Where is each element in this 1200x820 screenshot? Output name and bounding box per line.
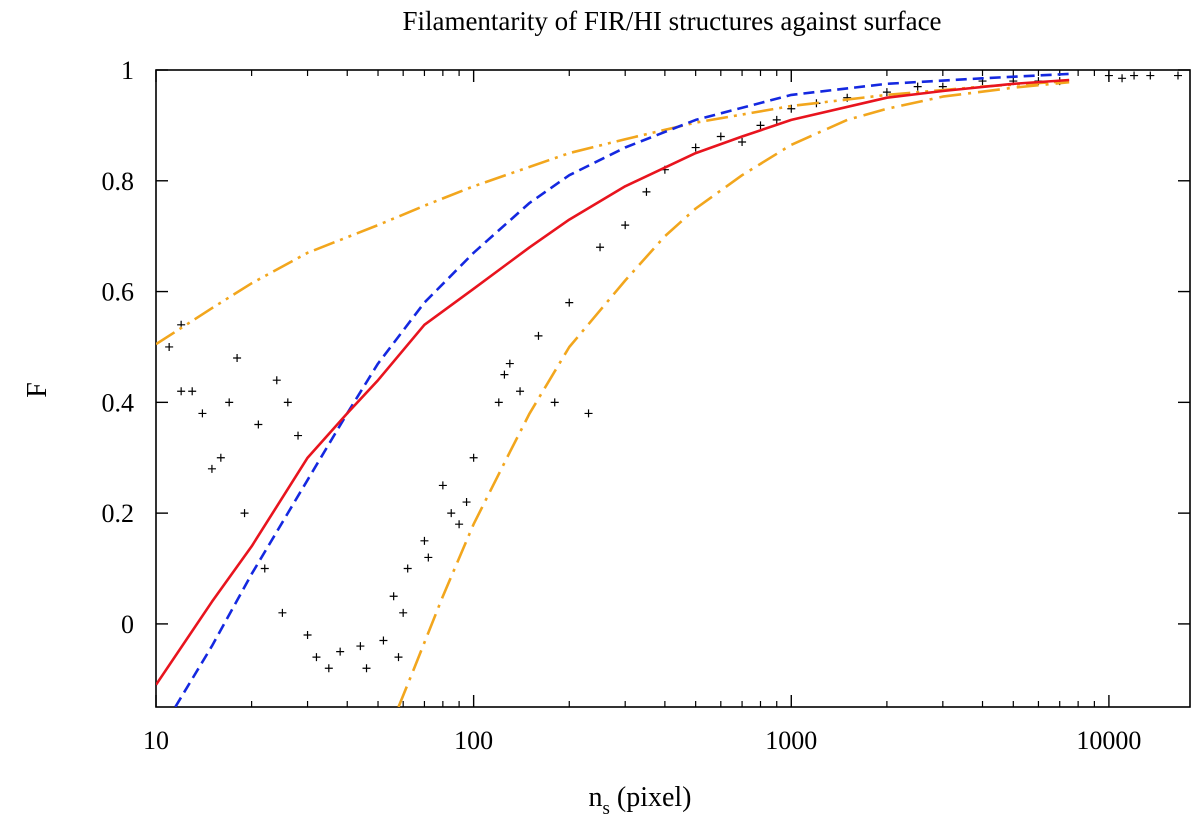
scatter-point bbox=[438, 481, 447, 490]
scatter-point bbox=[447, 509, 456, 518]
scatter-point bbox=[399, 608, 408, 617]
scatter-point bbox=[394, 653, 403, 662]
scatter-point bbox=[356, 642, 365, 651]
x-axis-label-main: n bbox=[588, 782, 602, 813]
scatter-points bbox=[165, 71, 1182, 673]
scatter-point bbox=[254, 420, 263, 429]
x-axis-label-suffix: (pixel) bbox=[610, 782, 692, 813]
scatter-point bbox=[494, 398, 503, 407]
scatter-point bbox=[207, 464, 216, 473]
scatter-point bbox=[691, 143, 700, 152]
plot-frame bbox=[155, 69, 1191, 708]
scatter-point bbox=[1104, 71, 1113, 80]
scatter-point bbox=[621, 221, 630, 230]
scatter-point bbox=[403, 564, 412, 573]
scatter-point bbox=[596, 243, 605, 252]
series-line-upper-envelope bbox=[156, 79, 1070, 346]
scatter-point bbox=[362, 664, 371, 673]
scatter-point bbox=[565, 298, 574, 307]
x-tick-label: 10 bbox=[143, 726, 169, 755]
y-tick-label: 0 bbox=[121, 610, 134, 639]
scatter-point bbox=[278, 608, 287, 617]
y-tick-label: 0.4 bbox=[102, 388, 135, 417]
scatter-point bbox=[260, 564, 269, 573]
series-line-lower-envelope bbox=[397, 80, 1070, 707]
y-tick-label: 1 bbox=[121, 56, 134, 85]
scatter-point bbox=[550, 398, 559, 407]
x-tick-label: 100 bbox=[454, 726, 493, 755]
scatter-point bbox=[1118, 74, 1127, 83]
scatter-point bbox=[1130, 71, 1139, 80]
scatter-point bbox=[469, 453, 478, 462]
scatter-point bbox=[165, 342, 174, 351]
scatter-point bbox=[283, 398, 292, 407]
series-line-model bbox=[174, 72, 1070, 707]
scatter-point bbox=[198, 409, 207, 418]
scatter-point bbox=[1146, 71, 1155, 80]
x-tick-label: 1000 bbox=[765, 726, 817, 755]
scatter-point bbox=[312, 653, 321, 662]
plot-area: 0 0.2 0.4 0.6 0.8 1 10 100 1000 10000 bbox=[102, 56, 1191, 755]
scatter-point bbox=[756, 121, 765, 130]
scatter-point bbox=[324, 664, 333, 673]
scatter-point bbox=[420, 536, 429, 545]
scatter-point bbox=[294, 431, 303, 440]
scatter-point bbox=[534, 331, 543, 340]
x-axis-label: ns (pixel) bbox=[588, 782, 691, 819]
scatter-point bbox=[882, 88, 891, 97]
scatter-point bbox=[379, 636, 388, 645]
scatter-point bbox=[303, 630, 312, 639]
scatter-point bbox=[738, 138, 747, 147]
scatter-point bbox=[716, 132, 725, 141]
y-tick-label: 0.2 bbox=[102, 499, 135, 528]
scatter-point bbox=[424, 553, 433, 562]
scatter-point bbox=[389, 592, 398, 601]
y-tick-label: 0.8 bbox=[102, 167, 135, 196]
scatter-point bbox=[913, 82, 922, 91]
scatter-point bbox=[240, 509, 249, 518]
scatter-point bbox=[772, 115, 781, 124]
scatter-point bbox=[177, 387, 186, 396]
chart-title: Filamentarity of FIR/HI structures again… bbox=[402, 6, 941, 36]
series-line-best-fit bbox=[156, 78, 1070, 686]
scatter-point bbox=[216, 453, 225, 462]
y-axis-label: F bbox=[22, 382, 53, 398]
scatter-point bbox=[233, 354, 242, 363]
y-tick-label: 0.6 bbox=[102, 278, 135, 307]
scatter-point bbox=[188, 387, 197, 396]
x-axis-label-subscript: s bbox=[602, 798, 609, 819]
series-layer bbox=[156, 71, 1182, 707]
scatter-point bbox=[462, 498, 471, 507]
x-tick-label: 10000 bbox=[1076, 726, 1141, 755]
scatter-point bbox=[225, 398, 234, 407]
scatter-point bbox=[787, 104, 796, 113]
scatter-point bbox=[516, 387, 525, 396]
scatter-point bbox=[1174, 71, 1182, 80]
scatter-point bbox=[642, 187, 651, 196]
scatter-point bbox=[500, 370, 509, 379]
scatter-point bbox=[505, 359, 514, 368]
scatter-point bbox=[272, 376, 281, 385]
scatter-point bbox=[584, 409, 593, 418]
scatter-point bbox=[455, 520, 464, 529]
scatter-point bbox=[336, 647, 345, 656]
